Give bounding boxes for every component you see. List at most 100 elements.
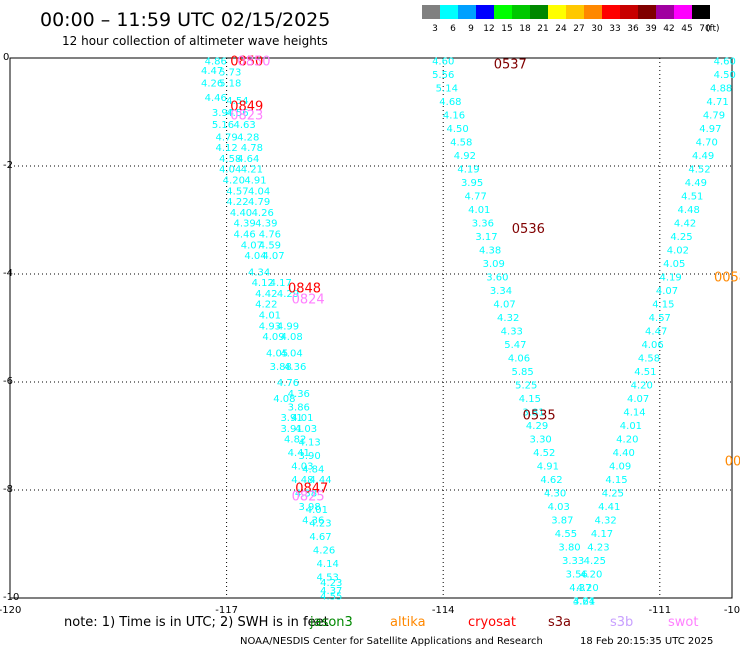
wave-height-label: 4.01 (468, 205, 490, 216)
satellite-legend-item: swot (668, 615, 698, 630)
colorbar-swatch (620, 5, 638, 19)
wave-height-label: 4.07 (493, 300, 515, 311)
wave-height-label: 4.15 (519, 394, 541, 405)
wave-height-label: 4.23 (309, 518, 331, 529)
colorbar-swatch (476, 5, 494, 19)
x-tick-label: -117 (215, 605, 238, 616)
wave-height-label: 4.86 (205, 57, 227, 68)
wave-height-label: 4.07 (241, 240, 263, 251)
colorbar-label: 33 (609, 24, 620, 34)
wave-height-label: 4.03 (295, 424, 317, 435)
colorbar-label: 36 (627, 24, 639, 34)
wave-height-label: 4.79 (248, 197, 270, 208)
wave-height-label: 5.85 (511, 367, 533, 378)
wave-height-label: 4.58 (219, 154, 241, 165)
colorbar-label: 27 (573, 24, 584, 34)
x-axis-ticks: -120-117-114-111-108-10 (0, 605, 740, 616)
wave-height-label: 4.79 (703, 111, 725, 122)
wave-height-label: 4.64 (237, 154, 259, 165)
wave-height-label: 4.28 (237, 132, 259, 143)
wave-height-label: 4.04 (280, 348, 302, 359)
wave-height-label: 3.91 (280, 413, 302, 424)
y-axis-ticks: 0 -2 -4 -6 -8 -10 (3, 52, 19, 603)
wave-height-label: 4.17 (591, 529, 613, 540)
wave-height-label: 4.82 (284, 435, 306, 446)
wave-height-label: 4.05 (266, 348, 288, 359)
colorbar-label: 15 (501, 24, 512, 34)
colorbar-label: 39 (645, 24, 657, 34)
satellite-legend-item: s3a (548, 615, 571, 630)
wave-height-label: 3.36 (472, 219, 494, 230)
wave-height-label: 4.16 (443, 111, 465, 122)
colorbar-swatch (422, 5, 440, 19)
satellite-legend-item: cryosat (468, 615, 516, 630)
wave-height-label: 3.17 (475, 232, 497, 243)
wave-height-label: 4.60 (714, 57, 736, 68)
colorbar-swatch (692, 5, 710, 19)
wave-height-label: 4.40 (230, 208, 252, 219)
footer-timestamp: 18 Feb 20:15:35 UTC 2025 (580, 636, 713, 647)
wave-height-label: 4.25 (584, 556, 606, 567)
pass-time-label: 0823 (230, 109, 263, 124)
pass-time-label: 0824 (292, 292, 325, 307)
wave-height-label: 4.03 (548, 502, 570, 513)
colorbar-label: 18 (519, 24, 531, 34)
wave-height-label: 3.60 (486, 273, 508, 284)
wave-height-label: 4.55 (320, 591, 342, 602)
y-tick-label: -10 (3, 592, 19, 603)
wave-height-label: 4.24 (573, 597, 595, 608)
wave-height-label: 4.04 (248, 186, 270, 197)
wave-height-label: 4.04 (219, 165, 241, 176)
wave-height-label: 4.13 (298, 437, 320, 448)
wave-height-label: 3.61 (573, 597, 595, 608)
wave-height-label: 4.04 (244, 251, 266, 262)
wave-height-label: 4.41 (598, 502, 620, 513)
wave-height-label: 4.39 (234, 219, 256, 230)
colorbar-swatch (530, 5, 548, 19)
plot-frame (9, 57, 733, 599)
wave-height-label: 4.93 (259, 321, 281, 332)
wave-height-label: 3.30 (530, 435, 552, 446)
y-tick-label: -6 (3, 376, 13, 387)
wave-height-label: 4.48 (678, 205, 700, 216)
wave-height-label: 4.70 (696, 138, 718, 149)
wave-height-label: 4.62 (540, 475, 562, 486)
colorbar-swatch (458, 5, 476, 19)
wave-height-label: 4.20 (223, 176, 245, 187)
wave-height-label: 4.60 (432, 57, 454, 68)
wave-height-label: 4.20 (616, 435, 638, 446)
colorbar-swatch (602, 5, 620, 19)
wave-height-label: 4.21 (241, 165, 263, 176)
wave-height-label: 4.05 (663, 259, 685, 270)
wave-height-label: 4.79 (215, 132, 237, 143)
wave-height-label: 4.63 (234, 120, 256, 131)
wave-height-label: 4.51 (681, 192, 703, 203)
pass-time-label: 0849 (230, 100, 263, 115)
page-subtitle: 12 hour collection of altimeter wave hei… (62, 34, 328, 48)
wave-height-label: 4.07 (262, 251, 284, 262)
pass-time-label: 0535 (523, 408, 556, 423)
wave-height-label: 4.39 (255, 219, 277, 230)
wave-height-label: 4.68 (439, 97, 461, 108)
wave-height-label: 3.81 (522, 408, 544, 419)
wave-height-label: 4.36 (302, 516, 324, 527)
wave-height-label: 4.99 (277, 321, 299, 332)
colorbar-unit-label: (ft) (706, 24, 720, 34)
wave-height-label: 4.07 (656, 286, 678, 297)
wave-height-label: 4.84 (302, 464, 324, 475)
wave-height-label: 4.50 (447, 124, 469, 135)
wave-height-label: 4.06 (508, 354, 530, 365)
data-marks: 4.864.475.734.265.184.46 4.543.944.565.16… (201, 55, 740, 608)
wave-height-label: 4.41 (288, 448, 310, 459)
wave-height-label: 3.98 (298, 502, 320, 513)
satellite-legend: jason3 altika cryosat s3a s3b swot (309, 615, 698, 630)
wave-height-label: 4.03 (291, 462, 313, 473)
colorbar-swatch (566, 5, 584, 19)
grid-lines (10, 58, 732, 598)
wave-height-label: 4.42 (255, 289, 277, 300)
wave-height-label: 4.49 (692, 151, 714, 162)
wave-height-label: 4.02 (667, 246, 689, 257)
colorbar-label: 24 (555, 24, 567, 34)
wave-height-label: 4.40 (613, 448, 635, 459)
